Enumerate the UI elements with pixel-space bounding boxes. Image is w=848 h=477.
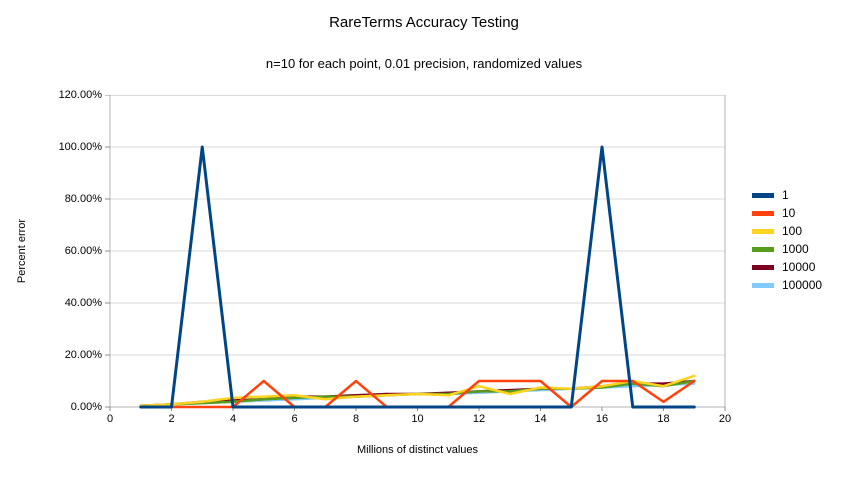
x-tick-label: 10 (411, 413, 424, 425)
legend-item-10000: 10000 (752, 258, 822, 276)
x-tick-label: 16 (595, 413, 609, 425)
legend-item-100: 100 (752, 222, 822, 240)
plot-area (105, 95, 726, 411)
legend-label: 1 (782, 188, 789, 202)
y-tick-label: 100.00% (58, 141, 102, 153)
y-tick-label: 120.00% (58, 89, 102, 101)
x-tick-label: 0 (106, 413, 114, 425)
legend-label: 100000 (782, 278, 823, 292)
legend: 1 10 100 1000 10000 100000 (752, 186, 822, 294)
chart-subtitle: n=10 for each point, 0.01 precision, ran… (265, 56, 583, 71)
legend-swatch (752, 282, 774, 288)
legend-swatch (752, 192, 774, 198)
chart-title: RareTerms Accuracy Testing (329, 14, 519, 31)
legend-item-10: 10 (752, 204, 822, 222)
legend-swatch (752, 210, 774, 216)
legend-label: 10000 (782, 260, 816, 274)
legend-swatch (752, 264, 774, 270)
y-tick-label: 0.00% (70, 401, 102, 413)
x-tick-label: 20 (718, 413, 732, 425)
x-tick-label: 14 (534, 413, 547, 425)
legend-swatch (752, 228, 774, 234)
y-tick-label: 20.00% (64, 349, 102, 361)
x-tick-label: 18 (657, 413, 670, 425)
series-line-1 (139, 145, 696, 409)
x-tick-label: 4 (229, 413, 237, 425)
legend-label: 1000 (782, 242, 809, 256)
legend-swatch (752, 246, 774, 252)
x-tick-label: 2 (168, 413, 175, 425)
y-tick-label: 80.00% (64, 193, 102, 205)
legend-label: 10 (782, 206, 796, 220)
y-tick-label: 40.00% (64, 297, 102, 309)
x-axis-title: Millions of distinct values (356, 444, 479, 456)
legend-item-1: 1 (752, 186, 822, 204)
legend-item-100000: 100000 (752, 276, 822, 294)
legend-label: 100 (782, 224, 803, 238)
x-tick-label: 12 (472, 413, 486, 425)
legend-item-1000: 1000 (752, 240, 822, 258)
x-tick-label: 6 (291, 413, 298, 425)
y-tick-label: 60.00% (64, 245, 102, 257)
x-tick-label: 8 (352, 413, 360, 425)
